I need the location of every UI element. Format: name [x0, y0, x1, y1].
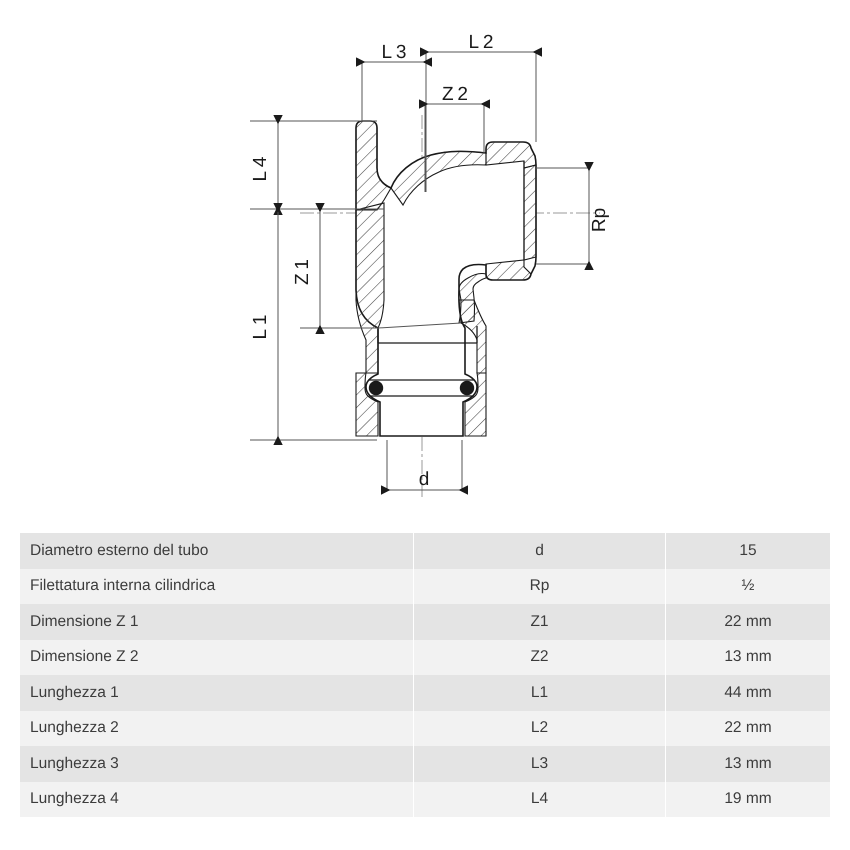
svg-text:L 4: L 4: [250, 156, 271, 181]
svg-text:L 3: L 3: [382, 42, 407, 63]
svg-text:d: d: [419, 469, 430, 490]
svg-text:L 2: L 2: [469, 32, 494, 53]
svg-text:Rp: Rp: [589, 208, 610, 232]
svg-text:L 1: L 1: [250, 315, 271, 340]
svg-text:Z 2: Z 2: [442, 84, 468, 105]
svg-text:Z 1: Z 1: [292, 259, 313, 285]
